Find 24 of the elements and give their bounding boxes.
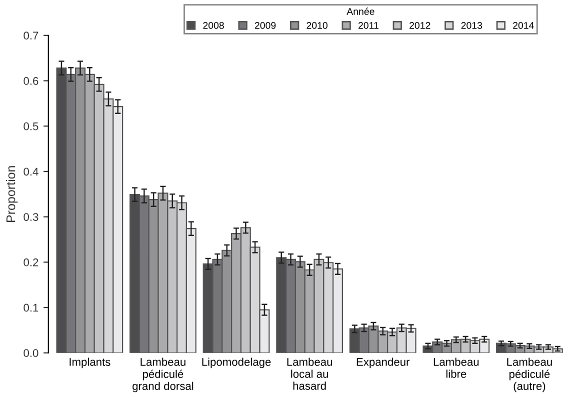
y-tick-label: 0.2 [24,258,38,266]
y-tick-label: 0.3 [24,213,38,221]
y-tick-label: 0.6 [24,77,38,85]
legend-label: 2014 [513,22,534,29]
legend-label: 2011 [358,22,378,29]
x-tick-label: Lambeau local au hasard [287,358,332,390]
y-tick-label: 0.5 [24,122,38,130]
x-tick-label: Expandeur [356,358,410,368]
legend-label: 2009 [254,22,276,29]
legend-label: 2013 [461,22,482,29]
y-axis-title: Proportion [6,166,18,222]
x-tick-label: Lipomodelage [202,358,271,368]
legend-title: Année [346,8,374,15]
x-tick-label: Lambeau pédiculé grand dorsal [132,358,194,392]
y-tick-label: 0.0 [24,349,38,358]
x-tick-label: Lambeau pédiculé (autre) [507,358,552,392]
y-tick-label: 0.7 [24,32,38,40]
legend-label: 2010 [306,22,328,29]
x-tick-label: Lambeau libre [434,358,479,378]
legend-label: 2012 [410,22,430,29]
x-tick-label: Implants [70,358,110,368]
y-tick-label: 0.4 [24,168,38,176]
y-tick-label: 0.1 [24,304,38,312]
legend-label: 2008 [203,22,224,29]
